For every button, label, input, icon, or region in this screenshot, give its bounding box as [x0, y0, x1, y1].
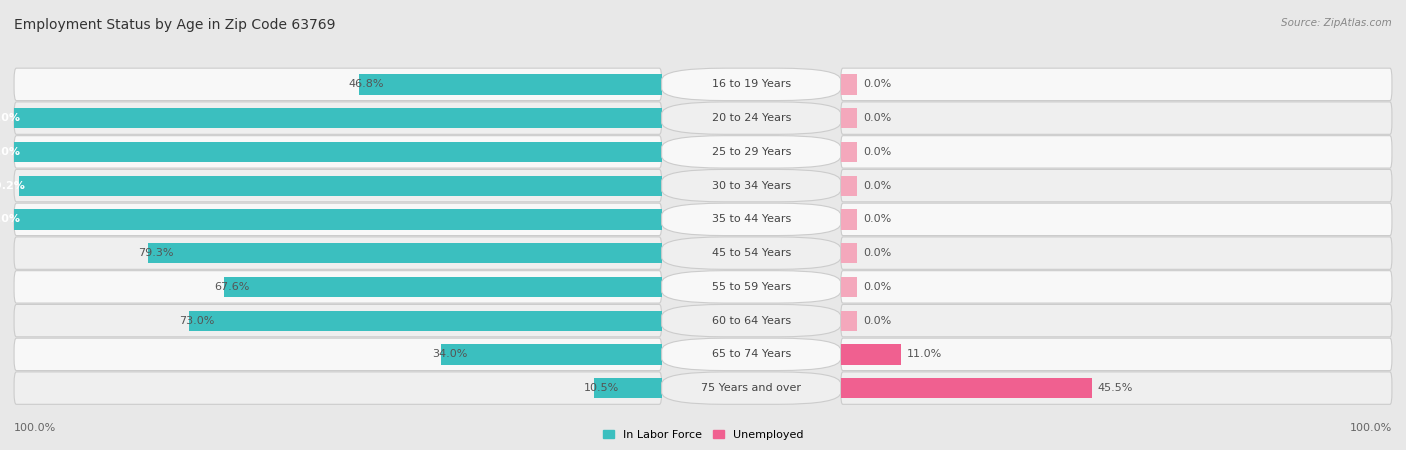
FancyBboxPatch shape: [841, 68, 1392, 100]
Text: 65 to 74 Years: 65 to 74 Years: [711, 349, 790, 360]
FancyBboxPatch shape: [841, 170, 1392, 202]
Bar: [20, 176, 662, 196]
Text: 60 to 64 Years: 60 to 64 Years: [711, 315, 790, 326]
FancyBboxPatch shape: [14, 338, 662, 371]
Text: 0.0%: 0.0%: [863, 248, 891, 258]
Bar: [841, 176, 858, 196]
FancyBboxPatch shape: [841, 102, 1392, 135]
FancyBboxPatch shape: [14, 102, 662, 135]
FancyBboxPatch shape: [662, 68, 841, 100]
FancyBboxPatch shape: [662, 338, 841, 371]
Text: 55 to 59 Years: 55 to 59 Years: [711, 282, 790, 292]
Text: 30 to 34 Years: 30 to 34 Years: [711, 180, 790, 191]
Text: 0.0%: 0.0%: [863, 113, 891, 123]
Bar: [188, 310, 662, 331]
Bar: [148, 243, 662, 263]
Text: 0.0%: 0.0%: [863, 282, 891, 292]
Text: 25 to 29 Years: 25 to 29 Years: [711, 147, 792, 157]
Bar: [441, 344, 662, 364]
Text: 20 to 24 Years: 20 to 24 Years: [711, 113, 792, 123]
Text: 45.5%: 45.5%: [1097, 383, 1132, 393]
Text: 100.0%: 100.0%: [1350, 423, 1392, 433]
FancyBboxPatch shape: [841, 305, 1392, 337]
Bar: [841, 108, 858, 128]
Text: 46.8%: 46.8%: [349, 79, 384, 90]
FancyBboxPatch shape: [662, 237, 841, 269]
FancyBboxPatch shape: [14, 372, 662, 404]
FancyBboxPatch shape: [841, 203, 1392, 236]
FancyBboxPatch shape: [14, 68, 662, 100]
Text: Employment Status by Age in Zip Code 63769: Employment Status by Age in Zip Code 637…: [14, 18, 336, 32]
Bar: [359, 74, 662, 94]
Text: 99.2%: 99.2%: [0, 180, 25, 191]
FancyBboxPatch shape: [662, 271, 841, 303]
Text: 11.0%: 11.0%: [907, 349, 942, 360]
Text: 100.0%: 100.0%: [14, 423, 56, 433]
Text: 73.0%: 73.0%: [179, 315, 215, 326]
Bar: [841, 344, 901, 364]
Bar: [841, 209, 858, 230]
Bar: [224, 277, 662, 297]
FancyBboxPatch shape: [14, 170, 662, 202]
FancyBboxPatch shape: [841, 372, 1392, 404]
Text: 0.0%: 0.0%: [863, 315, 891, 326]
Bar: [14, 108, 662, 128]
FancyBboxPatch shape: [14, 305, 662, 337]
FancyBboxPatch shape: [841, 237, 1392, 269]
FancyBboxPatch shape: [662, 102, 841, 135]
FancyBboxPatch shape: [841, 271, 1392, 303]
FancyBboxPatch shape: [662, 305, 841, 337]
Bar: [841, 142, 858, 162]
Bar: [14, 209, 662, 230]
Text: 16 to 19 Years: 16 to 19 Years: [711, 79, 790, 90]
Bar: [841, 243, 858, 263]
Bar: [841, 378, 1091, 398]
FancyBboxPatch shape: [14, 136, 662, 168]
Bar: [841, 277, 858, 297]
FancyBboxPatch shape: [662, 372, 841, 404]
Bar: [14, 142, 662, 162]
FancyBboxPatch shape: [841, 136, 1392, 168]
FancyBboxPatch shape: [14, 203, 662, 236]
FancyBboxPatch shape: [662, 136, 841, 168]
Text: 0.0%: 0.0%: [863, 147, 891, 157]
Text: 0.0%: 0.0%: [863, 79, 891, 90]
Text: 79.3%: 79.3%: [138, 248, 174, 258]
Text: 100.0%: 100.0%: [0, 147, 21, 157]
Text: Source: ZipAtlas.com: Source: ZipAtlas.com: [1281, 18, 1392, 28]
Text: 45 to 54 Years: 45 to 54 Years: [711, 248, 790, 258]
Text: 100.0%: 100.0%: [0, 214, 21, 225]
Text: 34.0%: 34.0%: [432, 349, 467, 360]
FancyBboxPatch shape: [841, 338, 1392, 371]
Legend: In Labor Force, Unemployed: In Labor Force, Unemployed: [603, 430, 803, 440]
Text: 35 to 44 Years: 35 to 44 Years: [711, 214, 790, 225]
Text: 0.0%: 0.0%: [863, 180, 891, 191]
FancyBboxPatch shape: [662, 170, 841, 202]
Text: 100.0%: 100.0%: [0, 113, 21, 123]
FancyBboxPatch shape: [662, 203, 841, 236]
Bar: [841, 74, 858, 94]
Bar: [841, 310, 858, 331]
Text: 75 Years and over: 75 Years and over: [702, 383, 801, 393]
FancyBboxPatch shape: [14, 271, 662, 303]
FancyBboxPatch shape: [14, 237, 662, 269]
Bar: [593, 378, 662, 398]
Text: 67.6%: 67.6%: [214, 282, 249, 292]
Text: 0.0%: 0.0%: [863, 214, 891, 225]
Text: 10.5%: 10.5%: [583, 383, 619, 393]
